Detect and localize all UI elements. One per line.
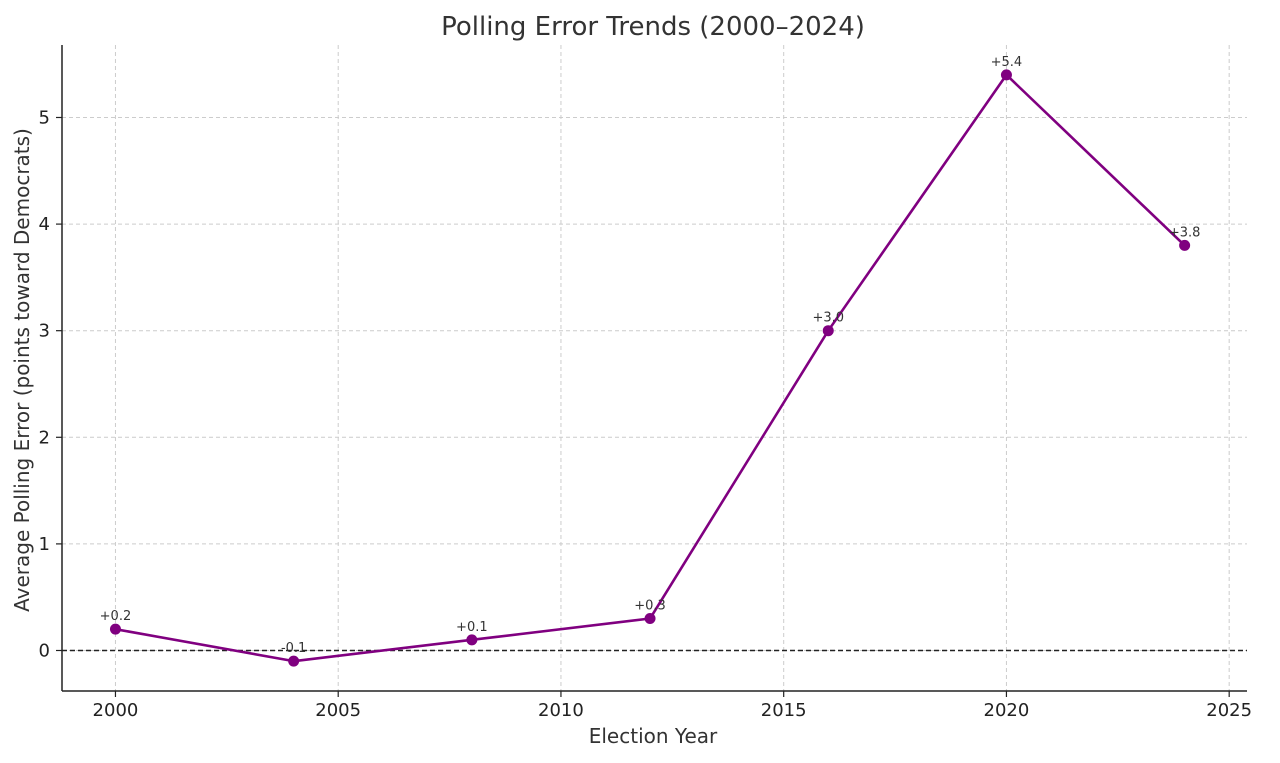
data-point: [109, 623, 121, 635]
data-label: +3.0: [812, 311, 844, 326]
data-label: +0.2: [100, 609, 132, 624]
data-point: [466, 634, 478, 646]
data-label: +0.1: [456, 620, 488, 635]
x-axis-label: Election Year: [589, 724, 718, 748]
y-tick-label: 0: [39, 640, 50, 661]
data-label: -0.1: [281, 641, 306, 656]
y-tick-label: 5: [39, 107, 50, 128]
data-line: [115, 73, 1186, 663]
x-tick-label: 2000: [93, 700, 139, 721]
data-label: +5.4: [991, 55, 1023, 70]
chart-title: Polling Error Trends (2000–2024): [441, 12, 865, 42]
y-axis-label: Average Polling Error (points toward Dem…: [10, 128, 34, 612]
y-tick-label: 2: [39, 427, 50, 448]
y-tick-label: 4: [39, 214, 50, 235]
data-point: [644, 613, 656, 625]
x-tick-label: 2005: [315, 700, 361, 721]
x-tick-label: 2010: [538, 700, 584, 721]
x-tick-label: 2025: [1206, 700, 1252, 721]
axes: 2000 2005 2010 2015 2020 2025 0 1 2 3 4 5: [39, 45, 1252, 721]
data-point: [1179, 239, 1191, 251]
y-tick-label: 3: [39, 321, 50, 342]
data-label: +0.3: [634, 599, 666, 614]
grid: [62, 45, 1247, 691]
data-label: +3.8: [1169, 225, 1201, 240]
x-tick-label: 2015: [761, 700, 807, 721]
y-tick-label: 1: [39, 534, 50, 555]
data-point: [1000, 69, 1012, 81]
x-tick-label: 2020: [984, 700, 1030, 721]
data-point: [822, 325, 834, 337]
data-point: [288, 655, 300, 667]
series-line: +0.2 -0.1 +0.1 +0.3 +3.0 +5.4 +3.8: [100, 55, 1201, 667]
